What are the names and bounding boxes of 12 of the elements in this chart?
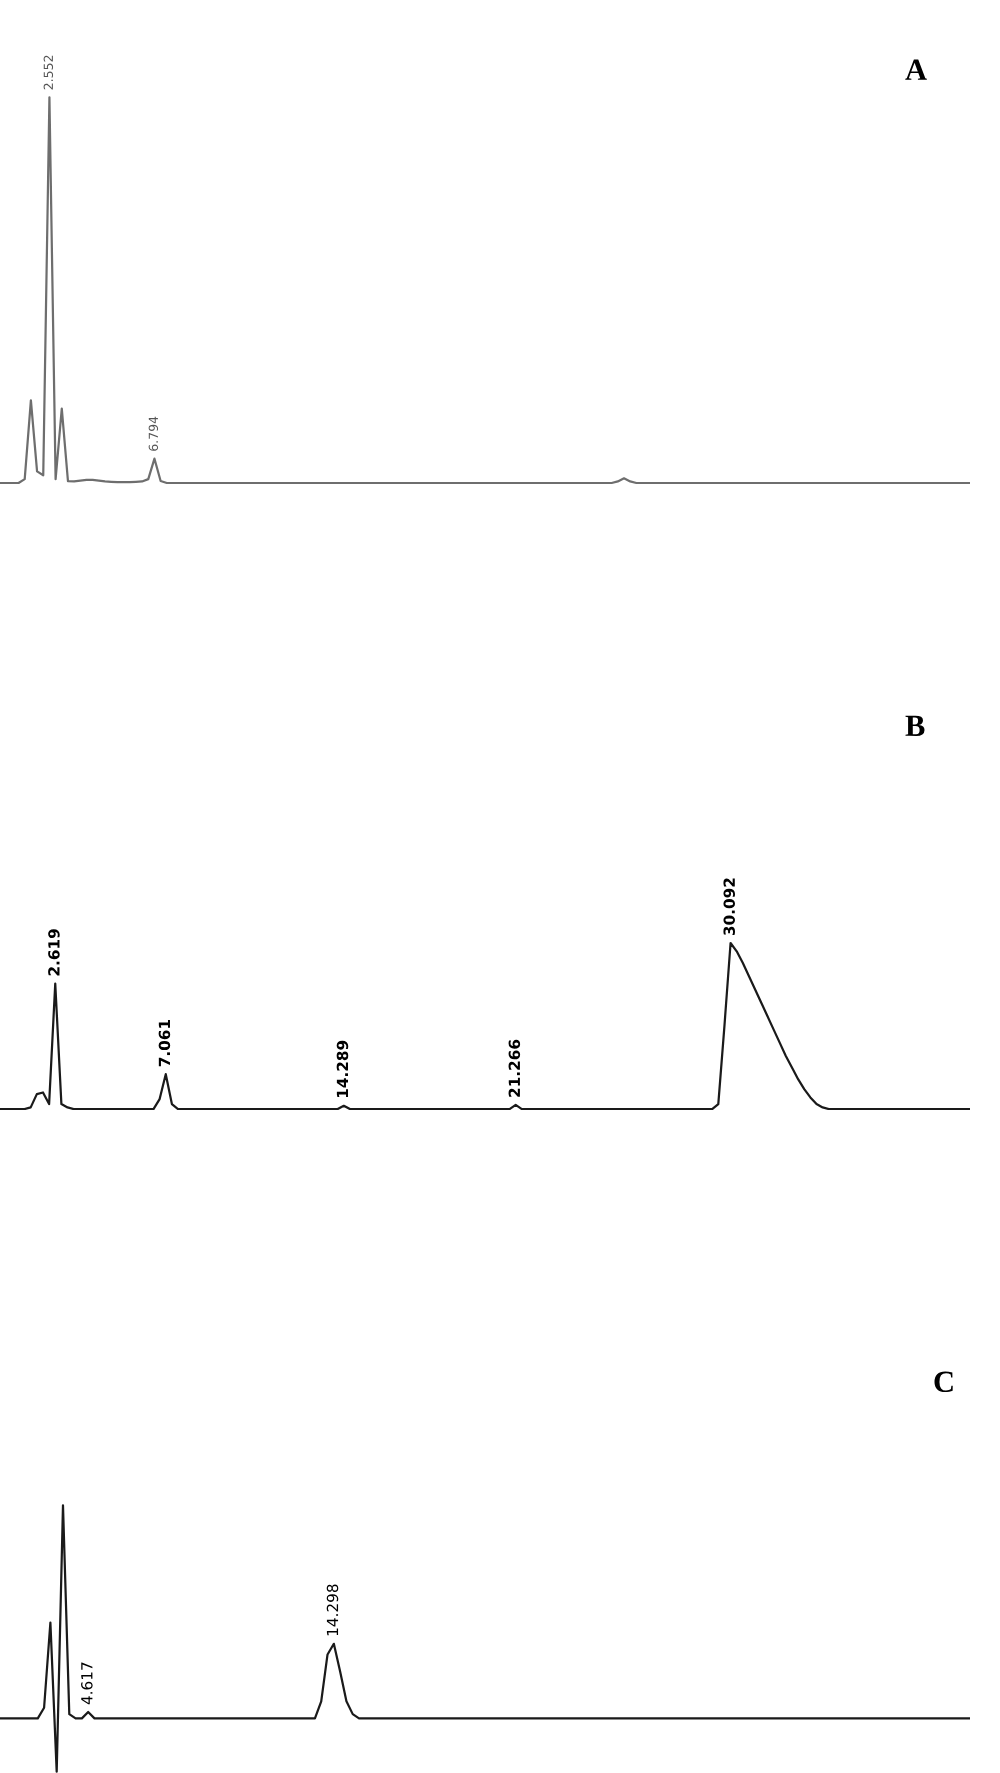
annotation: 7.061 <box>158 1019 171 1067</box>
annotation: 14.298 <box>326 1584 339 1636</box>
annotation: 4.617 <box>81 1662 93 1705</box>
chart-title: B <box>905 715 925 736</box>
annotation: 21.266 <box>508 1039 521 1097</box>
chart-title: C <box>934 1371 953 1393</box>
annotation: 2.619 <box>48 929 60 976</box>
annotation: 6.794 <box>148 416 159 451</box>
annotation: 30.092 <box>723 878 735 936</box>
annotation: 14.289 <box>336 1040 349 1098</box>
chart-title: A <box>905 59 927 80</box>
annotation: 2.552 <box>43 55 54 90</box>
